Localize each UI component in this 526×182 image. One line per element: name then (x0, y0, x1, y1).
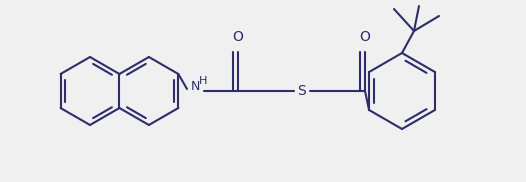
Text: H: H (199, 76, 207, 86)
Text: N: N (190, 80, 200, 94)
Text: S: S (298, 84, 306, 98)
Text: O: O (232, 30, 244, 44)
Text: O: O (360, 30, 370, 44)
